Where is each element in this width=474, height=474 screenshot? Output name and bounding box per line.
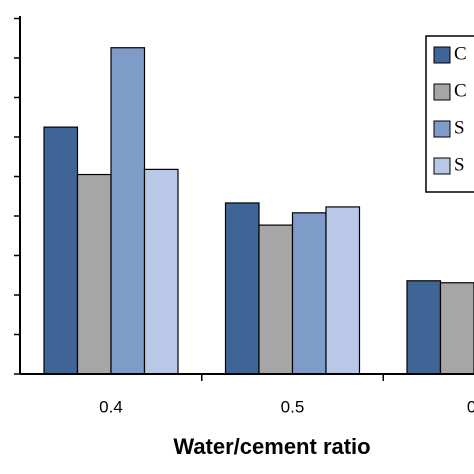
legend-swatch: [433, 83, 451, 101]
x-tick-label: 0.5: [281, 397, 305, 416]
bar: [291, 212, 327, 375]
bar: [439, 282, 474, 375]
legend-swatch: [433, 157, 451, 175]
x-tick-label: 0.4: [99, 397, 123, 416]
x-axis-label: Water/cement ratio: [173, 434, 370, 459]
legend-label: S: [454, 154, 465, 175]
bar: [143, 168, 179, 375]
legend-swatch: [433, 120, 451, 138]
bar: [224, 202, 260, 375]
bar: [110, 47, 146, 375]
legend-label: S: [454, 117, 465, 138]
bar: [43, 126, 79, 375]
legend-label: C: [454, 80, 467, 101]
bar: [406, 280, 442, 375]
bar: [258, 224, 294, 375]
legend-label: C: [454, 43, 467, 64]
bar: [325, 206, 361, 375]
x-tick-label: 0.: [467, 397, 474, 416]
bar: [76, 173, 112, 375]
legend-swatch: [433, 46, 451, 64]
